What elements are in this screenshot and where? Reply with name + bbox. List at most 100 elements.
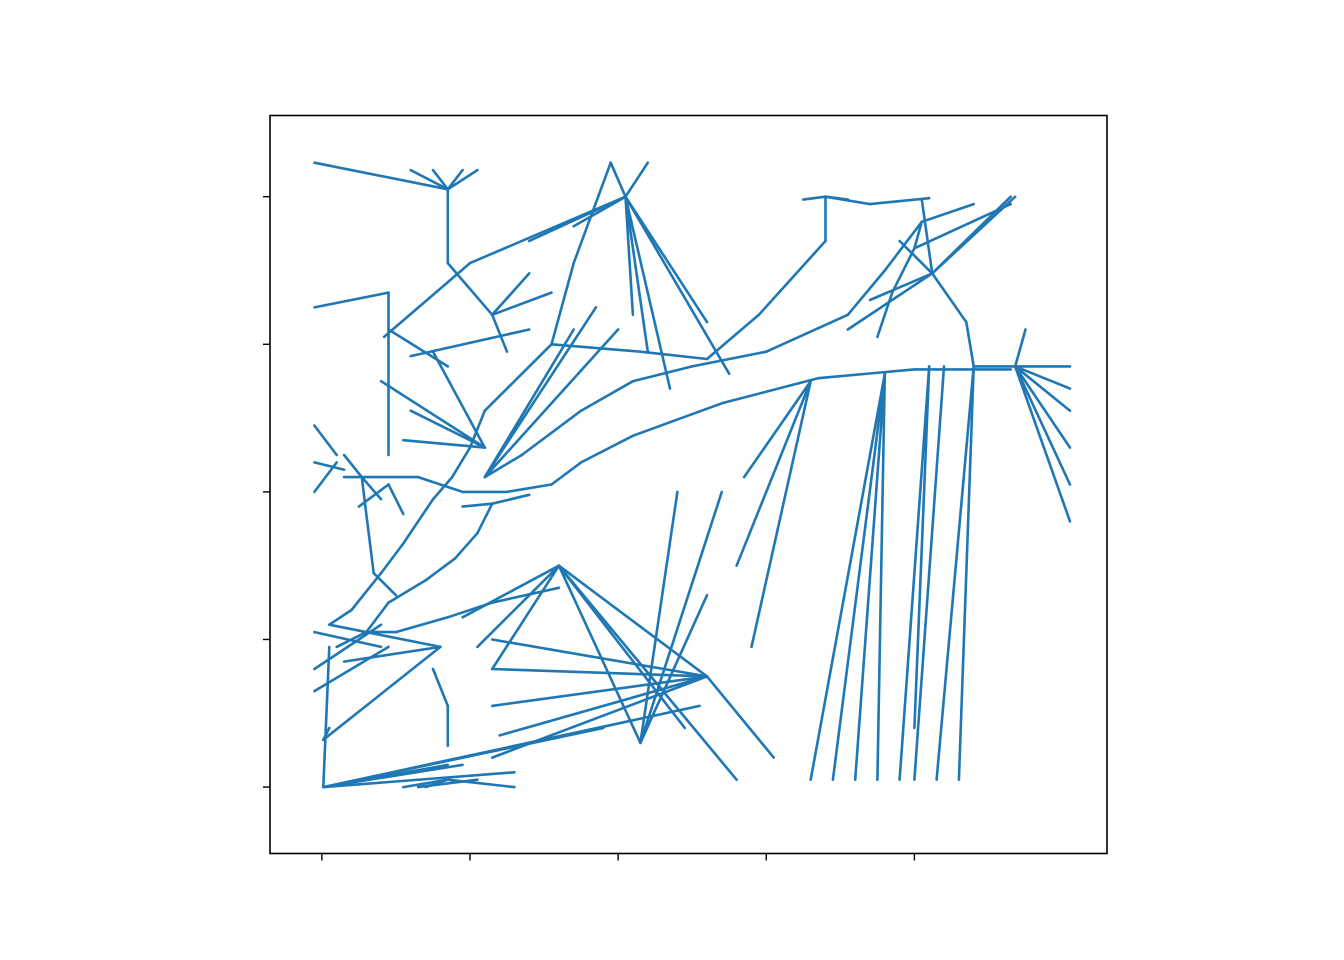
- voronoi-edge-36: [920, 202, 976, 224]
- voronoi-edge-64: [364, 512, 376, 575]
- voronoi-edge-140: [735, 379, 813, 568]
- voronoi-edge-15: [483, 342, 553, 413]
- voronoi-edge-110: [424, 778, 450, 789]
- y-axis-ticks: [263, 195, 270, 788]
- voronoi-edge-88: [920, 198, 934, 275]
- voronoi-edge-30: [579, 379, 635, 413]
- voronoi-edge-82: [1013, 365, 1072, 390]
- voronoi-edge-128: [379, 379, 487, 449]
- voronoi-edge-144: [853, 372, 887, 782]
- voronoi-edge-136: [468, 195, 627, 265]
- voronoi-edge-133: [624, 195, 731, 376]
- voronoi-edge-9: [490, 313, 509, 354]
- voronoi-edge-117: [490, 675, 709, 759]
- voronoi-edge-157: [557, 564, 642, 745]
- voronoi-edge-111: [557, 564, 709, 678]
- voronoi-edge-115: [490, 675, 709, 708]
- voronoi-edge-21: [350, 571, 383, 612]
- voronoi-edge-92: [801, 195, 827, 201]
- voronoi-edge-49: [476, 502, 494, 535]
- voronoi-edge-47: [461, 502, 494, 508]
- voronoi-edge-61: [360, 475, 383, 501]
- voronoi-edge-78: [930, 272, 968, 324]
- voronoi-edge-63: [360, 475, 368, 516]
- voronoi-edge-113: [490, 638, 709, 678]
- voronoi-edge-106: [321, 704, 701, 789]
- voronoi-edge-28: [483, 453, 524, 479]
- voronoi-edge-29: [520, 409, 583, 457]
- voronoi-edge-33: [764, 313, 850, 354]
- voronoi-edge-146: [913, 365, 931, 730]
- voronoi-edge-7: [490, 291, 553, 317]
- voronoi-edge-101: [321, 645, 331, 789]
- voronoi-edge-84: [1013, 365, 1072, 523]
- voronoi-edge-31: [631, 365, 694, 383]
- voronoi-edge-62: [342, 453, 364, 479]
- voronoi-edge-52: [387, 579, 427, 604]
- voronoi-edge-34: [846, 269, 887, 317]
- voronoi-edge-96: [327, 623, 442, 649]
- voronoi-edge-48: [490, 493, 531, 506]
- voronoi-edge-50: [453, 531, 479, 560]
- voronoi-edge-1: [409, 168, 450, 191]
- voronoi-edges: [313, 161, 1072, 789]
- voronoi-edge-43: [631, 401, 724, 438]
- voronoi-edge-121: [461, 564, 561, 619]
- voronoi-edge-10: [409, 328, 531, 358]
- voronoi-edge-41: [550, 461, 583, 486]
- voronoi-edge-147: [898, 365, 931, 782]
- voronoi-edge-14: [550, 261, 576, 346]
- voronoi-edge-20: [379, 542, 405, 575]
- voronoi-edge-19: [401, 497, 435, 545]
- voronoi-edge-59: [431, 667, 450, 708]
- voronoi-edge-70: [313, 461, 346, 472]
- voronoi-edge-40: [505, 483, 553, 494]
- voronoi-edge-12: [382, 261, 472, 339]
- voronoi-edge-74: [890, 247, 916, 294]
- voronoi-edge-55: [394, 615, 450, 634]
- voronoi-edge-145: [876, 372, 887, 782]
- voronoi-edge-149: [957, 365, 976, 782]
- voronoi-edge-154: [639, 490, 724, 745]
- voronoi-edge-93: [824, 195, 850, 201]
- voronoi-edge-155: [639, 593, 709, 745]
- voronoi-edge-44: [720, 376, 820, 405]
- voronoi-edge-141: [750, 379, 813, 649]
- voronoi-edge-81: [1013, 328, 1027, 368]
- voronoi-edge-108: [446, 778, 516, 789]
- voronoi-edge-67: [357, 483, 390, 508]
- voronoi-edge-97: [342, 645, 442, 663]
- voronoi-edge-123: [483, 306, 598, 479]
- voronoi-edge-142: [809, 372, 887, 782]
- voronoi-edge-156: [639, 490, 679, 745]
- voronoi-edge-130: [624, 195, 672, 390]
- voronoi-edge-94: [321, 645, 442, 742]
- voronoi-edge-23: [550, 342, 642, 354]
- voronoi-edge-0: [313, 161, 450, 191]
- voronoi-edge-8: [490, 272, 531, 317]
- voronoi-edge-3: [446, 168, 464, 191]
- voronoi-edge-99: [313, 623, 383, 671]
- voronoi-edge-4: [446, 168, 479, 191]
- voronoi-edge-120: [476, 564, 561, 649]
- voronoi-edge-116: [498, 675, 709, 737]
- voronoi-edge-143: [831, 372, 887, 782]
- voronoi-edge-150: [935, 365, 976, 782]
- voronoi-edge-38: [416, 475, 464, 494]
- voronoi-edge-125: [431, 350, 487, 449]
- voronoi-edge-124: [483, 328, 620, 479]
- voronoi-edge-129: [624, 195, 650, 354]
- voronoi-edge-151: [1013, 365, 1072, 486]
- voronoi-edge-68: [313, 424, 339, 457]
- voronoi-edge-76: [913, 220, 924, 250]
- voronoi-edge-86: [846, 272, 934, 331]
- voronoi-edge-100: [313, 645, 390, 693]
- voronoi-edge-91: [868, 196, 931, 206]
- voronoi-edge-138: [624, 161, 650, 198]
- voronoi-edge-42: [579, 434, 635, 464]
- voronoi-edge-17: [450, 446, 472, 479]
- voronoi-edge-51: [424, 556, 457, 582]
- voronoi-edge-87: [898, 239, 934, 275]
- voronoi-edge-32: [690, 350, 768, 368]
